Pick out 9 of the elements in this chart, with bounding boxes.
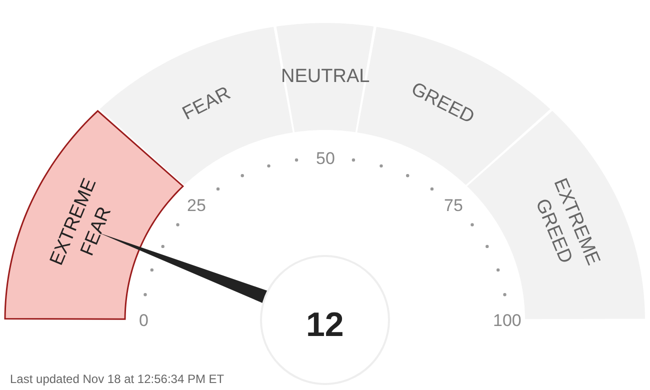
text: 0: [139, 311, 148, 330]
text: 12: [306, 306, 344, 344]
slice-label: FEAR: [179, 82, 234, 125]
text: 100: [493, 311, 522, 330]
slice-label: NEUTRAL: [281, 66, 370, 87]
text: 25: [187, 196, 206, 215]
text: 75: [444, 196, 463, 215]
text: 50: [316, 149, 335, 168]
text: Last updated Nov 18 at 12:56:34 PM ET: [10, 372, 225, 386]
